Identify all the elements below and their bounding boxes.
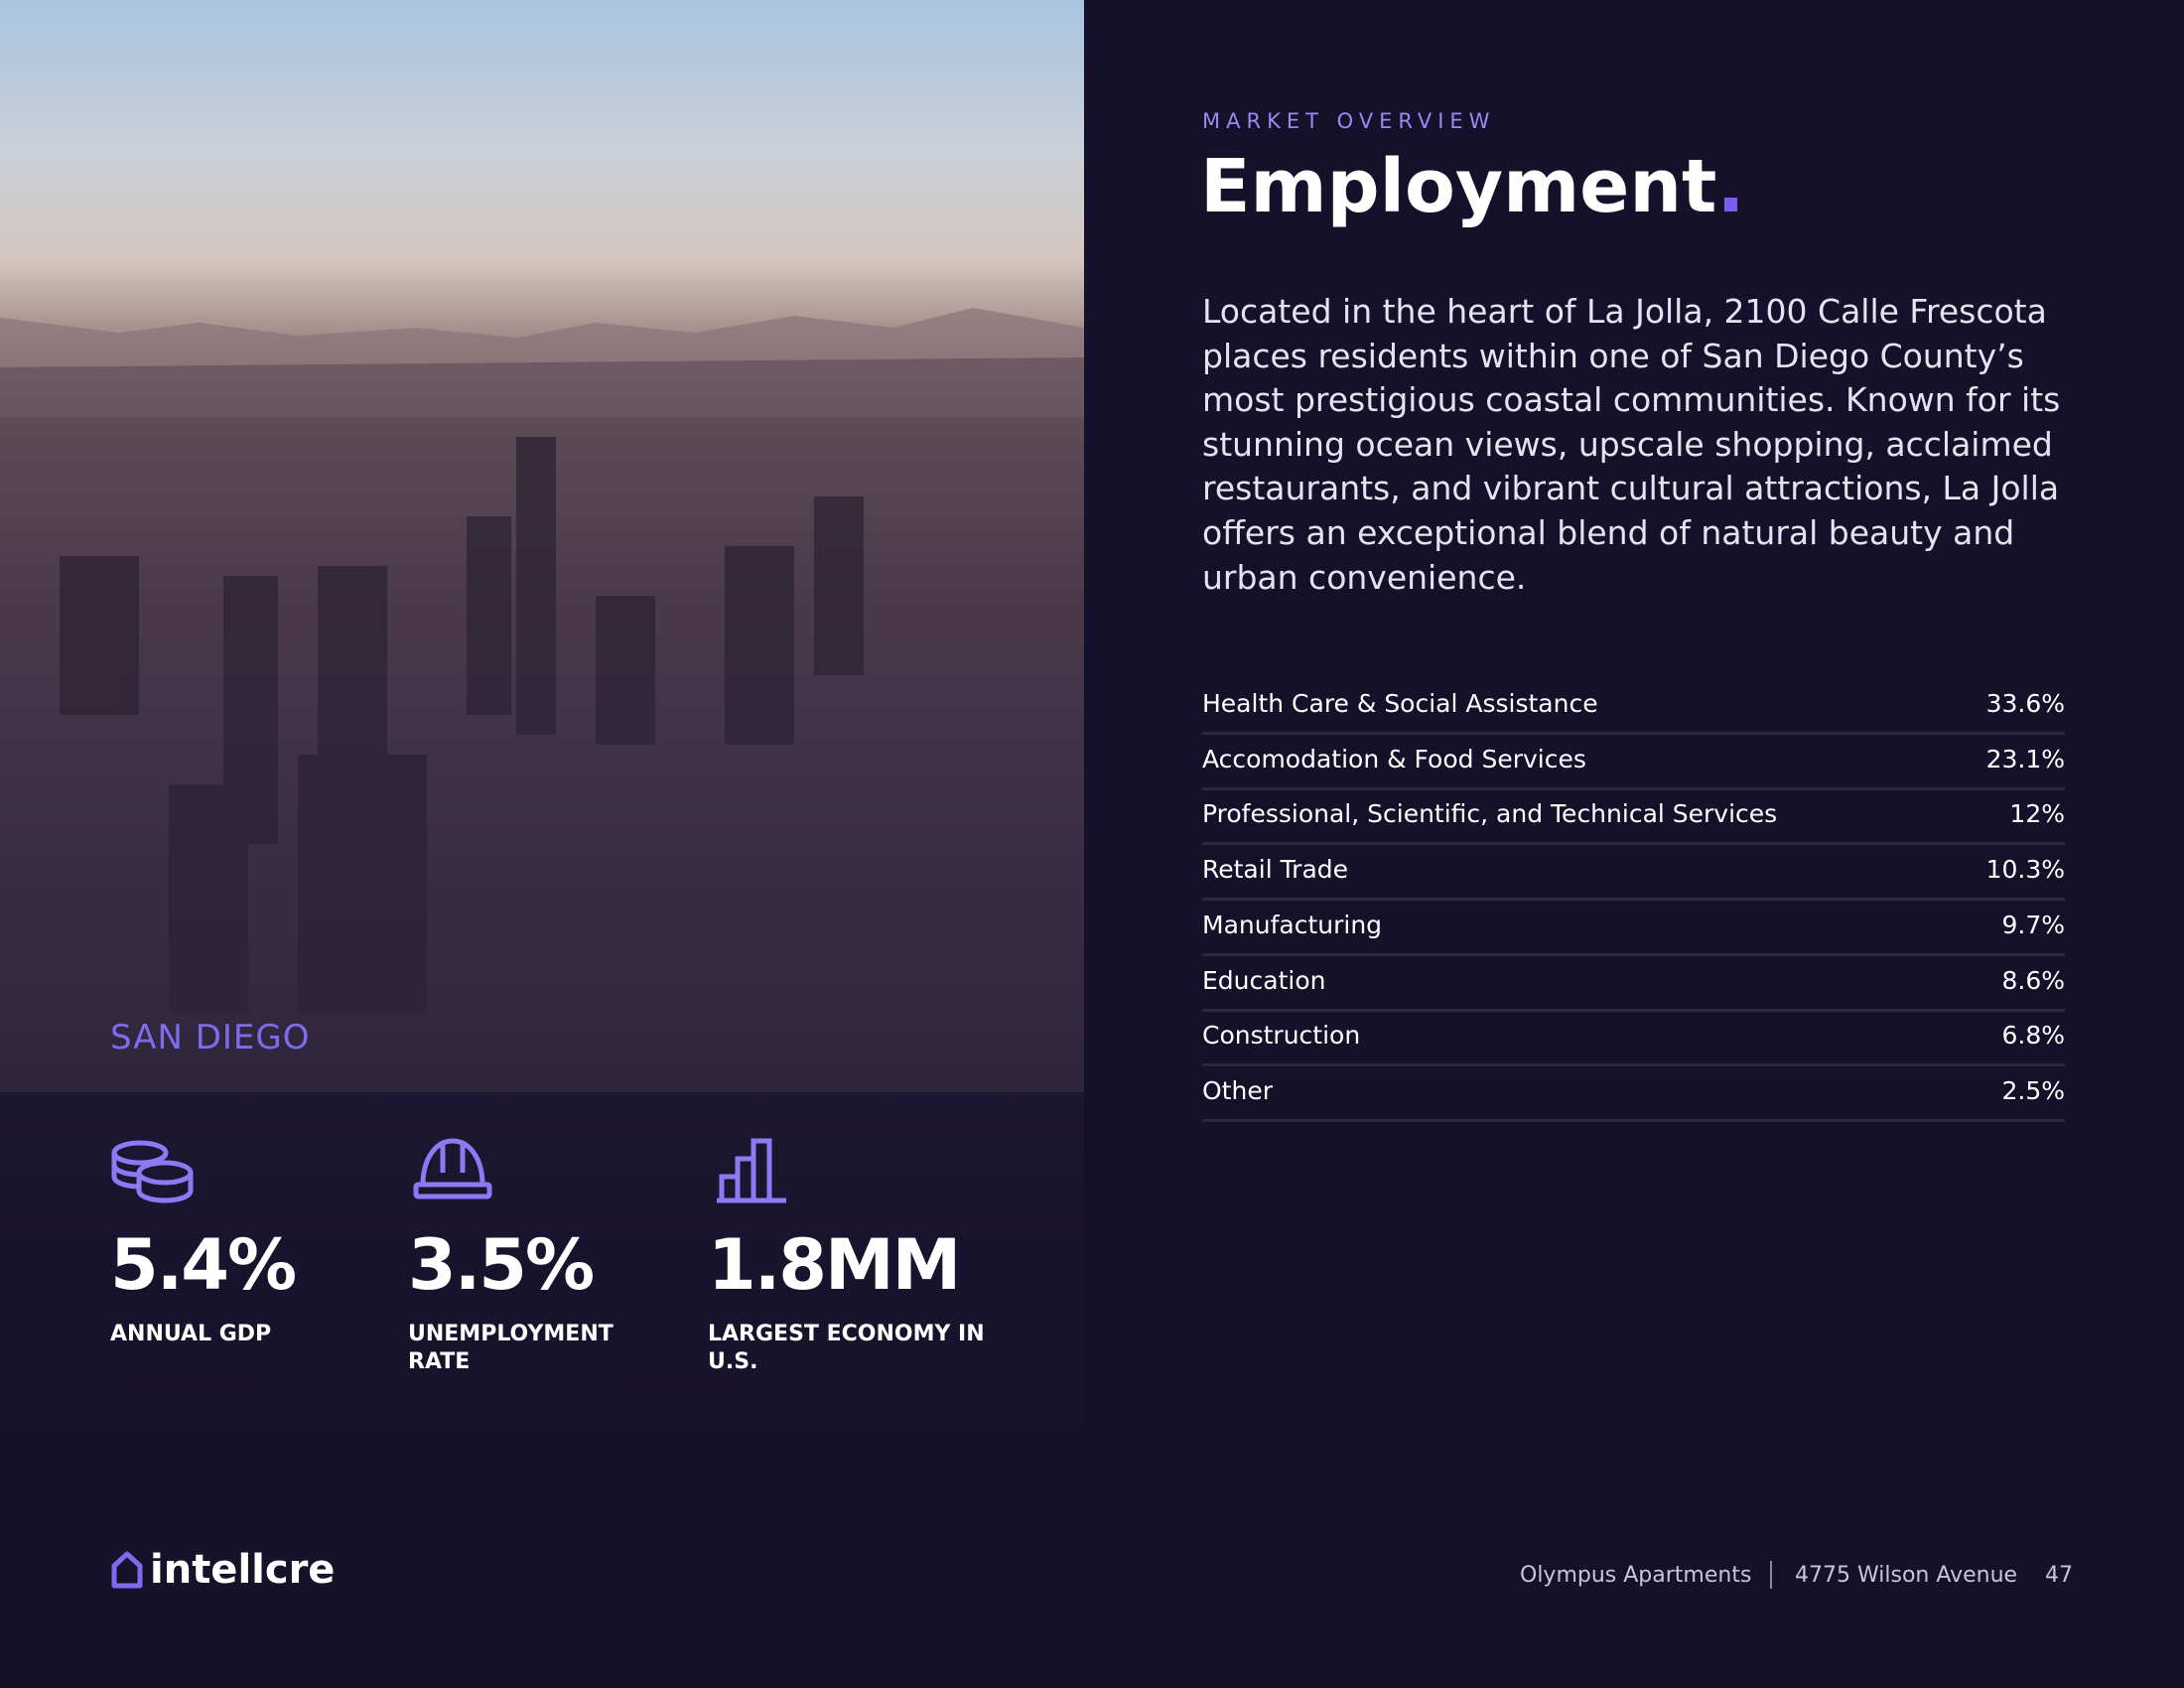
stat-label: ANNUAL GDP bbox=[110, 1322, 272, 1346]
footer-property: Olympus Apartments bbox=[1520, 1563, 1752, 1588]
stat-value: 5.4% bbox=[110, 1224, 297, 1306]
title-text: Employment bbox=[1200, 144, 1717, 229]
table-row: Retail Trade 10.3% bbox=[1202, 843, 2065, 902]
table-row: Professional, Scientific, and Technical … bbox=[1202, 787, 2065, 846]
row-value: 12% bbox=[2009, 799, 2065, 829]
row-label: Manufacturing bbox=[1202, 910, 1383, 939]
row-value: 6.8% bbox=[2001, 1021, 2065, 1051]
city-photo bbox=[0, 308, 1084, 1092]
row-value: 23.1% bbox=[1985, 744, 2065, 774]
photo-panel: SAN DIEGO 5.4% 3.5% 1.8MM ANNUAL GDP UNE… bbox=[0, 0, 1084, 1688]
table-row: Education 8.6% bbox=[1202, 954, 2065, 1012]
table-row: Construction 6.8% bbox=[1202, 1009, 2065, 1067]
table-row: Health Care & Social Assistance 33.6% bbox=[1202, 677, 2065, 735]
row-value: 8.6% bbox=[2001, 965, 2065, 995]
footer-address: 4775 Wilson Avenue bbox=[1795, 1563, 2018, 1588]
row-value: 9.7% bbox=[2001, 910, 2065, 939]
paragraph: Located in the heart of La Jolla, 2100 C… bbox=[1202, 292, 2061, 597]
row-label: Professional, Scientific, and Technical … bbox=[1202, 799, 1778, 829]
logo-text: intellcre bbox=[150, 1547, 336, 1593]
table-row: Manufacturing 9.7% bbox=[1202, 899, 2065, 956]
title-mark: . bbox=[1716, 144, 1745, 229]
stat-label: LARGEST ECONOMY IN U.S. bbox=[708, 1322, 985, 1374]
page-number: 47 bbox=[2045, 1563, 2073, 1588]
row-value: 2.5% bbox=[2001, 1075, 2065, 1105]
logo-icon bbox=[111, 1551, 143, 1589]
hardhat-icon bbox=[413, 1138, 492, 1199]
stat-label: UNEMPLOYMENT RATE bbox=[408, 1322, 614, 1374]
row-label: Construction bbox=[1202, 1021, 1361, 1051]
row-label: Retail Trade bbox=[1202, 855, 1349, 885]
row-label: Health Care & Social Assistance bbox=[1202, 689, 1598, 718]
footer-divider bbox=[1770, 1561, 1772, 1589]
row-label: Other bbox=[1202, 1075, 1273, 1105]
stat-value: 1.8MM bbox=[708, 1224, 961, 1306]
city-name: SAN DIEGO bbox=[110, 1018, 311, 1057]
row-label: Education bbox=[1202, 965, 1326, 995]
table-row: Other 2.5% bbox=[1202, 1064, 2065, 1122]
table-row: Accomodation & Food Services 23.1% bbox=[1202, 733, 2065, 790]
logo: intellcre bbox=[110, 1547, 335, 1593]
row-label: Accomodation & Food Services bbox=[1202, 744, 1586, 774]
coins-icon bbox=[111, 1140, 194, 1203]
eyebrow: MARKET OVERVIEW bbox=[1202, 109, 1496, 133]
bar-icon bbox=[717, 1138, 786, 1203]
row-value: 33.6% bbox=[1985, 689, 2065, 718]
title: Employment. bbox=[1200, 144, 1745, 229]
stat-value: 3.5% bbox=[408, 1224, 595, 1306]
row-value: 10.3% bbox=[1985, 855, 2065, 885]
